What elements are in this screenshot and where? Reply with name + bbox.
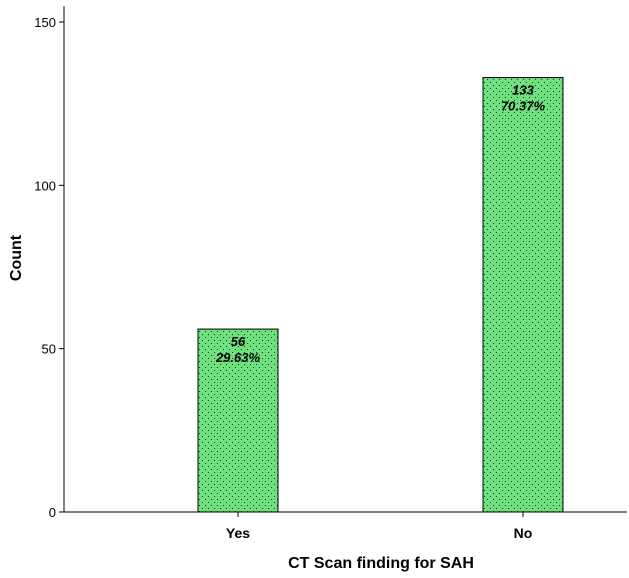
x-tick-label-no: No (514, 525, 533, 541)
y-tick-label-0: 0 (49, 505, 56, 520)
bar-percent-label-yes: 29.63% (215, 350, 261, 365)
x-axis-title: CT Scan finding for SAH (288, 555, 474, 572)
bar-percent-label-no: 70.37% (501, 99, 546, 114)
y-tick-label-150: 150 (34, 15, 56, 30)
x-axis-ticks: Yes No (226, 512, 532, 541)
bar-count-label-no: 133 (512, 83, 534, 98)
y-axis-title: Count (8, 234, 25, 281)
y-axis-ticks: 0 50 100 150 (34, 15, 64, 520)
bars-layer (197, 77, 564, 513)
bar-no (482, 77, 564, 513)
bar-yes (197, 328, 279, 513)
y-tick-label-50: 50 (42, 342, 56, 357)
y-tick-label-100: 100 (34, 178, 56, 193)
x-tick-label-yes: Yes (226, 525, 250, 541)
bar-count-label-yes: 56 (231, 334, 246, 349)
